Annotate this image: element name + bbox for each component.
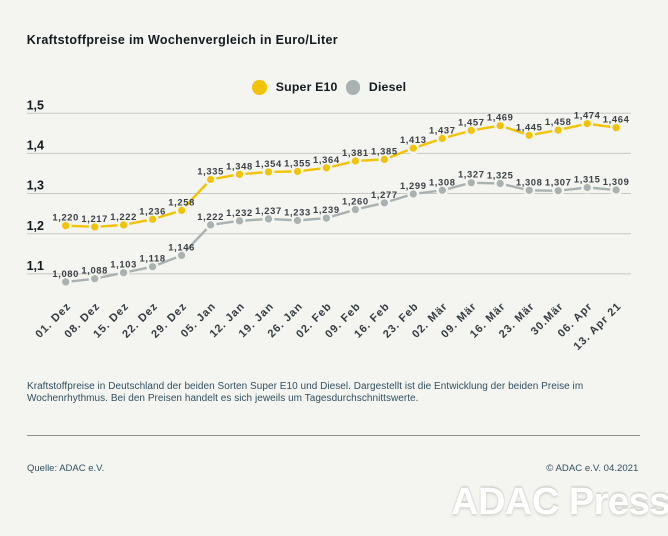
svg-text:1,088: 1,088 bbox=[81, 265, 108, 276]
svg-text:1,354: 1,354 bbox=[255, 158, 282, 169]
svg-text:1,277: 1,277 bbox=[371, 189, 398, 200]
svg-text:1,458: 1,458 bbox=[545, 116, 572, 127]
svg-text:1,237: 1,237 bbox=[255, 205, 282, 216]
svg-text:1,118: 1,118 bbox=[139, 253, 165, 264]
svg-text:1,220: 1,220 bbox=[52, 212, 79, 223]
svg-text:1,222: 1,222 bbox=[197, 211, 224, 222]
svg-text:1,222: 1,222 bbox=[110, 211, 137, 222]
svg-text:1,2: 1,2 bbox=[27, 219, 44, 233]
svg-text:1,364: 1,364 bbox=[313, 154, 340, 165]
svg-text:1,103: 1,103 bbox=[110, 259, 137, 270]
svg-text:1,385: 1,385 bbox=[371, 145, 398, 156]
svg-text:1,299: 1,299 bbox=[400, 180, 427, 191]
svg-text:1,258: 1,258 bbox=[168, 196, 195, 207]
svg-text:1,309: 1,309 bbox=[603, 176, 630, 187]
svg-text:1,4: 1,4 bbox=[27, 139, 44, 153]
svg-text:1,315: 1,315 bbox=[574, 174, 601, 185]
svg-text:1,146: 1,146 bbox=[168, 241, 195, 252]
svg-text:1,1: 1,1 bbox=[27, 259, 44, 273]
svg-text:1,307: 1,307 bbox=[545, 177, 572, 188]
svg-text:1,308: 1,308 bbox=[429, 176, 456, 187]
svg-text:1,381: 1,381 bbox=[342, 147, 369, 158]
svg-text:1,3: 1,3 bbox=[27, 179, 44, 193]
svg-text:1,217: 1,217 bbox=[81, 213, 108, 224]
svg-text:1,335: 1,335 bbox=[197, 166, 224, 177]
svg-text:1,080: 1,080 bbox=[52, 268, 79, 279]
svg-text:1,355: 1,355 bbox=[284, 158, 311, 169]
svg-text:1,239: 1,239 bbox=[313, 204, 340, 215]
svg-text:1,260: 1,260 bbox=[342, 196, 369, 207]
svg-text:1,469: 1,469 bbox=[487, 112, 514, 123]
svg-text:1,348: 1,348 bbox=[226, 160, 253, 171]
svg-text:1,464: 1,464 bbox=[603, 114, 630, 125]
svg-text:1,413: 1,413 bbox=[400, 134, 427, 145]
svg-text:1,445: 1,445 bbox=[516, 121, 543, 132]
svg-text:1,457: 1,457 bbox=[458, 117, 485, 128]
svg-text:1,437: 1,437 bbox=[429, 125, 456, 136]
svg-text:1,5: 1,5 bbox=[27, 98, 44, 112]
svg-text:1,327: 1,327 bbox=[458, 169, 485, 180]
svg-text:1,308: 1,308 bbox=[516, 176, 543, 187]
svg-text:1,233: 1,233 bbox=[284, 207, 311, 218]
svg-text:1,232: 1,232 bbox=[226, 207, 253, 218]
svg-text:1,325: 1,325 bbox=[487, 170, 514, 181]
svg-text:1,236: 1,236 bbox=[139, 205, 166, 216]
svg-text:1,474: 1,474 bbox=[574, 110, 601, 121]
